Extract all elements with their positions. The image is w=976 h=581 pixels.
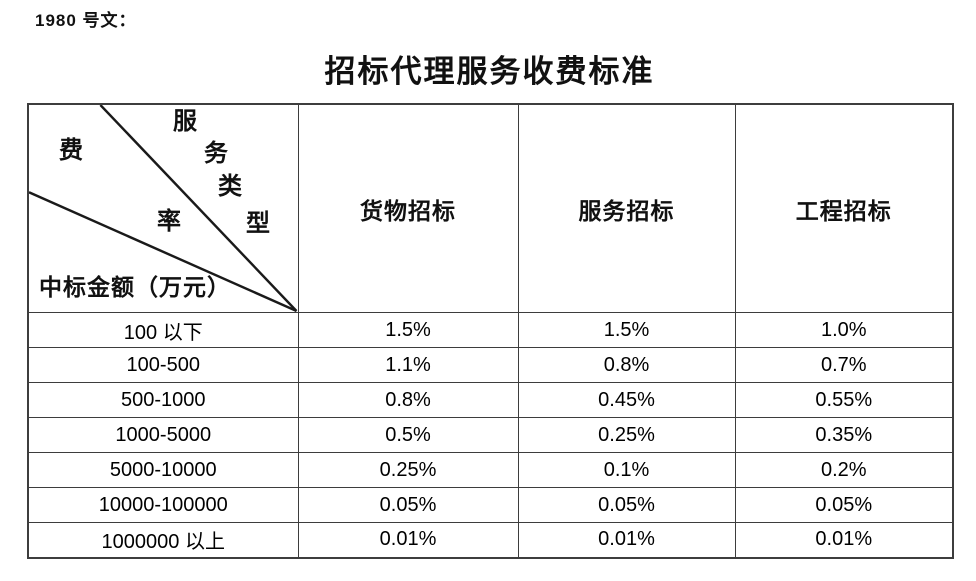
cell-value: 0.55% <box>734 382 954 418</box>
cell-value: 0.2% <box>734 452 954 488</box>
table-row: 1000000 以上 0.01% 0.01% 0.01% <box>27 522 954 558</box>
cell-value: 1.0% <box>734 312 954 348</box>
row-label: 5000-10000 <box>27 452 299 488</box>
table-row: 10000-100000 0.05% 0.05% 0.05% <box>27 487 954 523</box>
diagonal-header-cell: 费 服 务 类 率 型 中标金额（万元） <box>27 103 299 313</box>
cell-value: 0.01% <box>517 522 736 558</box>
cell-value: 0.01% <box>734 522 954 558</box>
cell-value: 0.45% <box>517 382 736 418</box>
page-title: 招标代理服务收费标准 <box>324 54 655 89</box>
cell-value: 0.7% <box>734 347 954 383</box>
cell-value: 0.25% <box>297 452 519 488</box>
column-header-engineering: 工程招标 <box>734 103 954 313</box>
corner-service-char1: 服 <box>173 109 197 135</box>
cell-value: 0.5% <box>297 417 519 453</box>
table-row: 500-1000 0.8% 0.45% 0.55% <box>27 382 954 418</box>
table-row: 100 以下 1.5% 1.5% 1.0% <box>27 312 954 348</box>
cell-value: 0.05% <box>734 487 954 523</box>
corner-fee-char: 费 <box>59 138 83 164</box>
row-label: 100 以下 <box>27 312 299 348</box>
cell-value: 0.8% <box>297 382 519 418</box>
cell-value: 0.8% <box>517 347 736 383</box>
row-label: 10000-100000 <box>27 487 299 523</box>
cell-value: 0.05% <box>517 487 736 523</box>
cell-value: 0.25% <box>517 417 736 453</box>
cell-value: 0.01% <box>297 522 519 558</box>
cell-value: 1.5% <box>297 312 519 348</box>
row-label: 1000000 以上 <box>27 522 299 558</box>
cell-value: 0.1% <box>517 452 736 488</box>
cell-value: 0.35% <box>734 417 954 453</box>
cell-value: 0.05% <box>297 487 519 523</box>
row-label: 100-500 <box>27 347 299 383</box>
header-row: 费 服 务 类 率 型 中标金额（万元） 货物招标 服务招标 工程招标 <box>27 103 954 313</box>
table-row: 5000-10000 0.25% 0.1% 0.2% <box>27 452 954 488</box>
table-row: 100-500 1.1% 0.8% 0.7% <box>27 347 954 383</box>
cell-value: 1.5% <box>517 312 736 348</box>
doc-number: 1980 号文： <box>35 11 137 30</box>
fee-standard-table: 费 服 务 类 率 型 中标金额（万元） 货物招标 服务招标 工程招标 100 … <box>27 103 954 559</box>
cell-value: 1.1% <box>297 347 519 383</box>
column-header-goods: 货物招标 <box>297 103 519 313</box>
corner-service-char4: 型 <box>246 211 270 237</box>
column-header-service: 服务招标 <box>517 103 736 313</box>
diagonal-lines <box>29 105 297 312</box>
corner-service-char3: 类 <box>218 174 242 200</box>
corner-rate-char: 率 <box>157 209 181 235</box>
row-label: 1000-5000 <box>27 417 299 453</box>
corner-service-char2: 务 <box>204 141 228 167</box>
row-axis-label: 中标金额（万元） <box>39 275 231 300</box>
row-label: 500-1000 <box>27 382 299 418</box>
table-row: 1000-5000 0.5% 0.25% 0.35% <box>27 417 954 453</box>
